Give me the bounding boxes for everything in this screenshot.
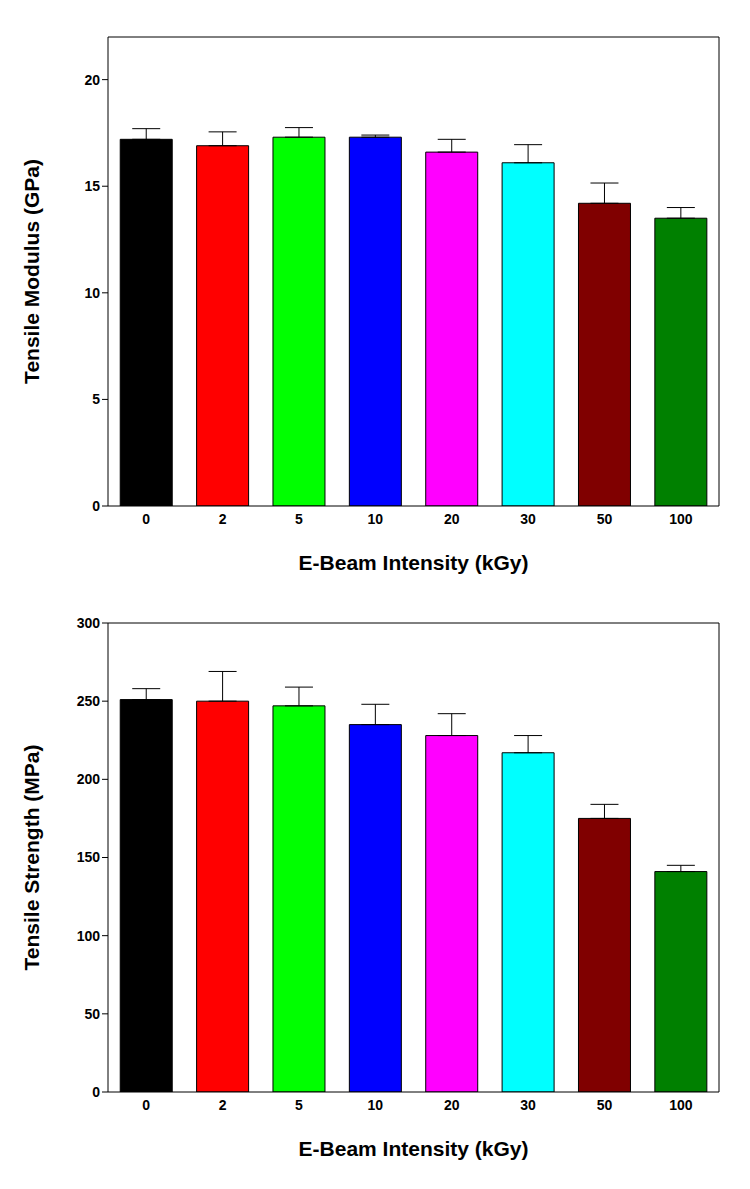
svg-text:5: 5 — [92, 391, 100, 407]
svg-text:0: 0 — [92, 498, 100, 514]
svg-text:30: 30 — [520, 511, 536, 527]
svg-text:250: 250 — [77, 693, 101, 709]
svg-text:E-Beam Intensity (kGy): E-Beam Intensity (kGy) — [299, 551, 529, 574]
svg-text:2: 2 — [219, 1097, 227, 1113]
svg-text:10: 10 — [84, 285, 100, 301]
svg-text:0: 0 — [92, 1084, 100, 1100]
svg-text:200: 200 — [77, 771, 101, 787]
svg-text:5: 5 — [295, 1097, 303, 1113]
svg-text:100: 100 — [77, 928, 101, 944]
svg-text:300: 300 — [77, 615, 101, 631]
svg-text:20: 20 — [444, 1097, 460, 1113]
svg-text:Tensile Strength (MPa): Tensile Strength (MPa) — [20, 745, 43, 971]
svg-text:50: 50 — [597, 511, 613, 527]
svg-text:150: 150 — [77, 849, 101, 865]
svg-text:20: 20 — [444, 511, 460, 527]
svg-text:10: 10 — [368, 1097, 384, 1113]
svg-text:50: 50 — [597, 1097, 613, 1113]
svg-text:15: 15 — [84, 178, 100, 194]
svg-text:30: 30 — [520, 1097, 536, 1113]
svg-text:E-Beam Intensity (kGy): E-Beam Intensity (kGy) — [299, 1137, 529, 1160]
svg-text:Tensile Modulus (GPa): Tensile Modulus (GPa) — [20, 159, 43, 384]
svg-text:5: 5 — [295, 511, 303, 527]
svg-text:0: 0 — [142, 511, 150, 527]
svg-text:100: 100 — [669, 511, 693, 527]
svg-text:50: 50 — [84, 1006, 100, 1022]
svg-text:0: 0 — [142, 1097, 150, 1113]
svg-text:10: 10 — [368, 511, 384, 527]
svg-text:100: 100 — [669, 1097, 693, 1113]
svg-text:20: 20 — [84, 72, 100, 88]
svg-text:2: 2 — [219, 511, 227, 527]
